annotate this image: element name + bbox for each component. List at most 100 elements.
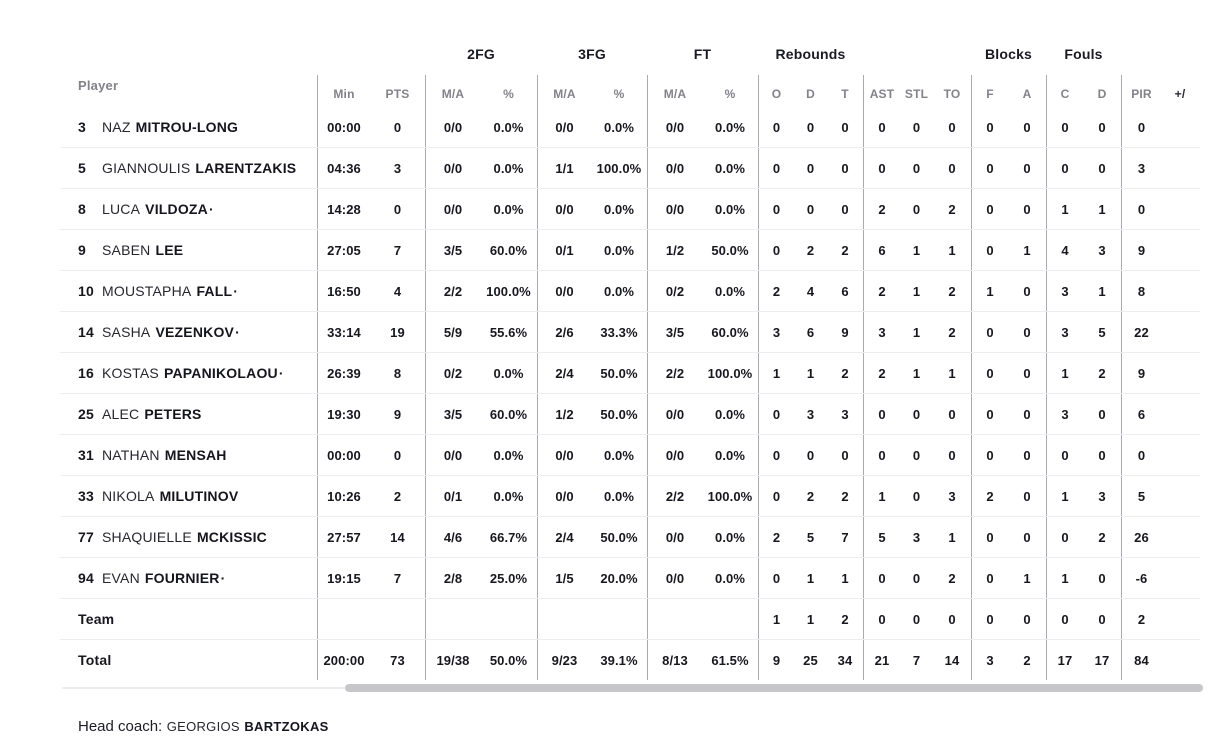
stat-stl: 0 bbox=[912, 406, 921, 422]
stat-fg2p: 100.0% bbox=[486, 283, 531, 299]
stat-fg3: 0/0 bbox=[537, 271, 591, 311]
stat-pts: 4 bbox=[393, 283, 402, 299]
col-header-foul_d: D bbox=[1097, 87, 1107, 101]
player-name-cell[interactable]: 16 KOSTAS PAPANIKOLAOU · bbox=[60, 353, 317, 393]
stat-stl: 0 bbox=[912, 160, 921, 176]
starter-dot: · bbox=[278, 365, 284, 381]
stat-reb_o: 0 bbox=[758, 189, 794, 229]
stat-blk_a: 0 bbox=[1023, 529, 1031, 545]
stat-pts: 0 bbox=[393, 119, 402, 135]
stat-min bbox=[317, 599, 370, 639]
player-name-cell[interactable]: 9 SABEN LEE bbox=[60, 230, 317, 270]
stat-fg2p: 60.0% bbox=[489, 242, 528, 258]
col-header-fg3p: % bbox=[613, 87, 625, 101]
stat-reb_t: 2 bbox=[841, 242, 849, 258]
stat-fg3: 0/0 bbox=[537, 107, 591, 147]
stat-pir: 5 bbox=[1121, 476, 1161, 516]
stat-fg3: 0/1 bbox=[537, 230, 591, 270]
stat-fg3: 9/23 bbox=[537, 640, 591, 680]
scrollbar-thumb[interactable] bbox=[345, 684, 1203, 692]
stat-fg3p: 0.0% bbox=[603, 242, 635, 258]
stat-to: 1 bbox=[948, 529, 956, 545]
col-header-fg3: M/A bbox=[537, 75, 591, 107]
stat-blk_f: 0 bbox=[971, 353, 1008, 393]
stat-to: 0 bbox=[948, 119, 956, 135]
player-number: 16 bbox=[78, 365, 94, 381]
stat-ft: 0/0 bbox=[647, 394, 702, 434]
box-score-table: 2FG 3FG FT Rebounds Blocks Fouls Player … bbox=[60, 40, 1203, 694]
stat-min: 19:15 bbox=[317, 558, 370, 598]
stat-pts: 0 bbox=[393, 201, 402, 217]
player-first-name: LUCA bbox=[102, 201, 141, 217]
stat-pts: 9 bbox=[393, 406, 402, 422]
player-name-cell[interactable]: 5 GIANNOULIS LARENTZAKIS bbox=[60, 148, 317, 188]
stat-stl: 0 bbox=[912, 488, 921, 504]
stat-fg3p: 39.1% bbox=[600, 652, 638, 668]
player-number: 31 bbox=[78, 447, 94, 463]
player-name-cell[interactable]: 31 NATHAN MENSAH bbox=[60, 435, 317, 475]
stat-min: 19:30 bbox=[317, 394, 370, 434]
stat-foul_d: 2 bbox=[1098, 529, 1106, 545]
stat-fg2: 5/9 bbox=[425, 312, 480, 352]
player-name-cell[interactable]: 25 ALEC PETERS bbox=[60, 394, 317, 434]
player-name-cell[interactable]: 94 EVAN FOURNIER · bbox=[60, 558, 317, 598]
stat-reb_t: 7 bbox=[841, 529, 849, 545]
player-name-cell[interactable]: 10 MOUSTAPHA FALL · bbox=[60, 271, 317, 311]
col-header-fg2: M/A bbox=[425, 75, 480, 107]
stat-pts: 0 bbox=[393, 447, 402, 463]
coach-last-name: BARTZOKAS bbox=[244, 719, 329, 734]
stat-reb_t: 2 bbox=[841, 611, 849, 627]
stat-ast: 3 bbox=[863, 312, 900, 352]
group-header-ft: FT bbox=[693, 46, 712, 62]
stat-stl: 7 bbox=[912, 652, 921, 668]
col-header-pir: PIR bbox=[1121, 75, 1161, 107]
stat-fg2: 0/0 bbox=[425, 435, 480, 475]
stat-ft bbox=[647, 599, 702, 639]
stat-fg3p: 0.0% bbox=[603, 283, 635, 299]
stat-reb_t: 9 bbox=[841, 324, 849, 340]
player-name-cell[interactable]: 77 SHAQUIELLE MCKISSIC bbox=[60, 517, 317, 557]
stat-min: 27:57 bbox=[317, 517, 370, 557]
stat-fg3: 1/1 bbox=[537, 148, 591, 188]
stat-ft: 2/2 bbox=[647, 353, 702, 393]
player-number: 94 bbox=[78, 570, 94, 586]
stat-fg2: 0/2 bbox=[425, 353, 480, 393]
stat-reb_t: 1 bbox=[841, 570, 849, 586]
player-number: 5 bbox=[78, 160, 86, 176]
player-name-cell[interactable]: 3 NAZ MITROU-LONG bbox=[60, 107, 317, 147]
stat-stl: 1 bbox=[912, 324, 921, 340]
player-name-cell[interactable]: 14 SASHA VEZENKOV · bbox=[60, 312, 317, 352]
stat-ftp: 0.0% bbox=[714, 447, 746, 463]
stat-reb_o: 0 bbox=[758, 558, 794, 598]
stat-fg2p: 0.0% bbox=[493, 160, 524, 176]
player-name-cell[interactable]: 8 LUCA VILDOZA · bbox=[60, 189, 317, 229]
row-label-cell: Team bbox=[60, 599, 317, 639]
stat-blk_a: 0 bbox=[1023, 160, 1031, 176]
stat-min: 26:39 bbox=[317, 353, 370, 393]
col-header-reb_d: D bbox=[806, 87, 815, 101]
stat-reb_d: 0 bbox=[806, 447, 815, 463]
player-row: 33 NIKOLA MILUTINOV 10:26 2 0/1 0.0% 0/0 0.0% 2/2… bbox=[60, 476, 1200, 517]
stat-pts: 19 bbox=[390, 324, 405, 340]
stat-ftp: 50.0% bbox=[711, 242, 749, 258]
stat-reb_t: 0 bbox=[841, 447, 849, 463]
stat-foul_d: 17 bbox=[1094, 652, 1110, 668]
stat-reb_t: 2 bbox=[841, 488, 849, 504]
stat-reb_d: 1 bbox=[806, 365, 815, 381]
player-row: 3 NAZ MITROU-LONG 00:00 0 0/0 0.0% 0/0 0.0% 0/0 0.… bbox=[60, 107, 1200, 148]
stat-fg2p: 0.0% bbox=[493, 488, 524, 504]
stat-stl: 1 bbox=[912, 242, 921, 258]
stat-pir: 6 bbox=[1121, 394, 1161, 434]
stat-reb_o: 0 bbox=[758, 148, 794, 188]
stat-blk_f: 0 bbox=[971, 558, 1008, 598]
player-name-cell[interactable]: 33 NIKOLA MILUTINOV bbox=[60, 476, 317, 516]
stat-pts: 8 bbox=[393, 365, 402, 381]
stat-pts: 3 bbox=[393, 160, 402, 176]
stat-foul_d: 3 bbox=[1098, 242, 1106, 258]
player-row: 16 KOSTAS PAPANIKOLAOU · 26:39 8 0/2 0.0% 2/4 50.… bbox=[60, 353, 1200, 394]
stat-pir: 0 bbox=[1121, 189, 1161, 229]
player-first-name: NATHAN bbox=[102, 447, 160, 463]
stat-blk_a: 0 bbox=[1023, 611, 1031, 627]
stat-fg3p: 33.3% bbox=[600, 324, 638, 340]
stat-ftp: 0.0% bbox=[714, 160, 746, 176]
